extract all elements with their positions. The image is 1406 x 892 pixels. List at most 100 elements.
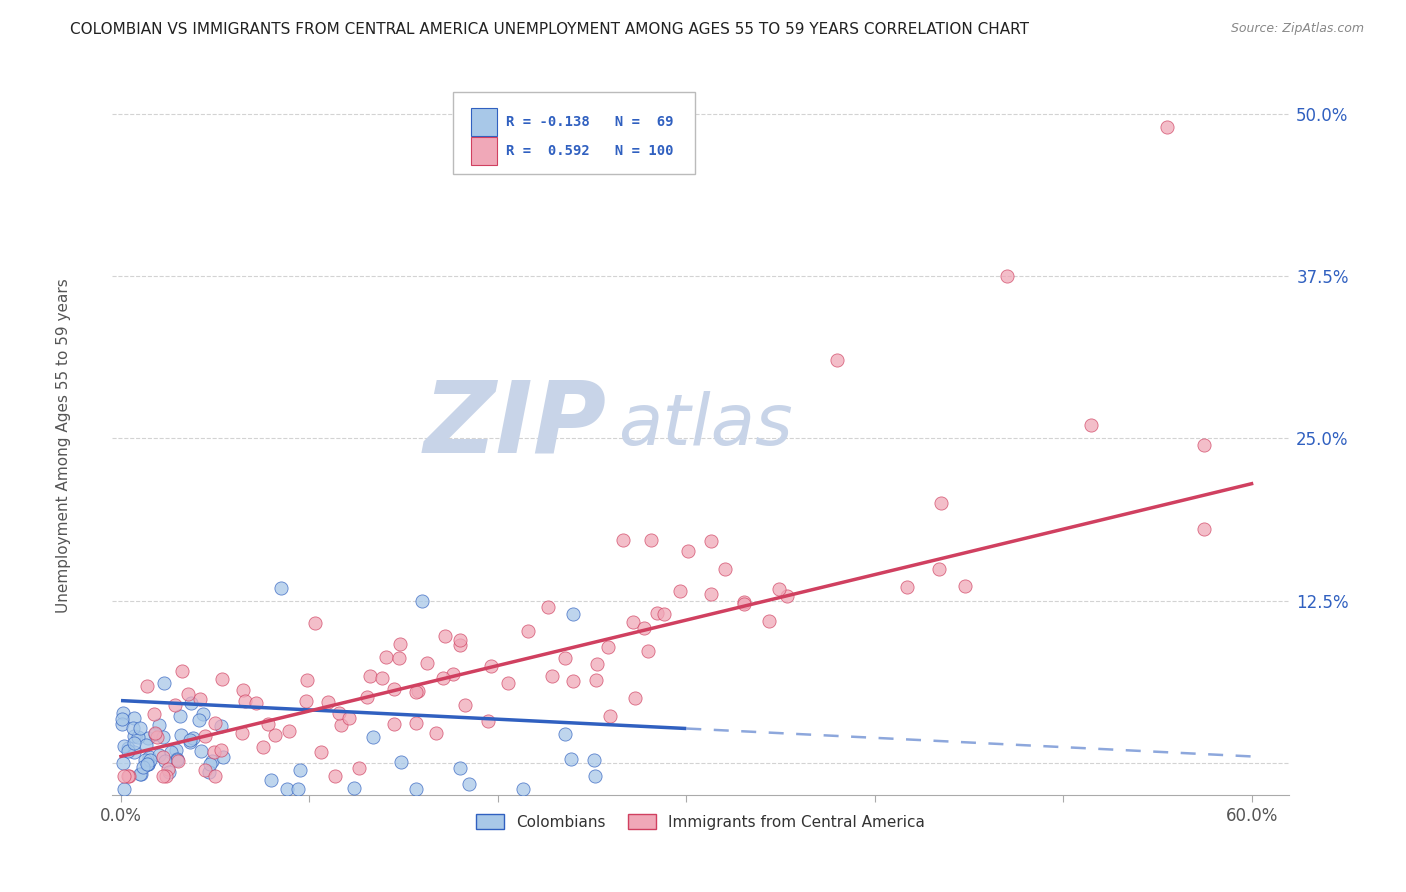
Point: [194, 764, 217, 778]
Point: [232, 683, 254, 698]
Point: [316, 695, 339, 709]
Point: [179, 732, 201, 747]
Point: [135, 739, 157, 753]
Point: [323, 769, 346, 783]
Point: [166, 752, 188, 766]
Point: [112, 769, 135, 783]
Point: [111, 706, 134, 720]
Point: [388, 650, 411, 665]
Point: [1194, 522, 1216, 536]
Point: [382, 682, 405, 697]
Point: [169, 708, 191, 723]
Point: [562, 674, 585, 689]
Point: [245, 697, 267, 711]
Point: [995, 268, 1018, 283]
Text: Unemployment Among Ages 55 to 59 years: Unemployment Among Ages 55 to 59 years: [56, 278, 70, 614]
Point: [599, 709, 621, 723]
FancyBboxPatch shape: [453, 92, 695, 174]
Point: [382, 716, 405, 731]
Point: [132, 760, 155, 774]
Point: [405, 685, 427, 699]
Point: [153, 676, 176, 690]
Point: [112, 739, 135, 753]
Point: [337, 711, 360, 725]
Point: [389, 637, 412, 651]
Point: [405, 781, 427, 796]
Point: [129, 767, 152, 781]
Point: [138, 757, 160, 772]
Point: [233, 694, 256, 708]
Point: [124, 736, 146, 750]
Point: [733, 597, 755, 611]
Point: [145, 730, 167, 744]
Point: [496, 676, 519, 690]
Point: [896, 580, 918, 594]
Point: [135, 679, 157, 693]
Point: [457, 777, 479, 791]
Point: [181, 731, 204, 745]
Point: [231, 726, 253, 740]
Point: [359, 669, 381, 683]
Point: [191, 707, 214, 722]
Point: [669, 584, 692, 599]
Point: [295, 694, 318, 708]
Point: [117, 744, 139, 758]
Point: [479, 658, 502, 673]
Point: [1156, 120, 1178, 134]
Point: [758, 614, 780, 628]
Point: [209, 719, 232, 733]
Point: [156, 762, 179, 776]
Point: [148, 717, 170, 731]
Point: [117, 769, 139, 783]
Point: [136, 731, 159, 745]
Point: [329, 717, 352, 731]
Point: [540, 668, 562, 682]
Point: [112, 781, 135, 796]
Point: [190, 743, 212, 757]
Point: [129, 766, 152, 780]
Point: [129, 721, 152, 735]
Point: [598, 640, 620, 655]
Point: [276, 781, 298, 796]
Point: [138, 753, 160, 767]
Point: [288, 764, 311, 778]
Point: [166, 753, 188, 767]
Point: [612, 533, 634, 548]
Point: [347, 761, 370, 775]
Point: [143, 706, 166, 721]
Point: [304, 616, 326, 631]
Point: [640, 533, 662, 548]
Point: [637, 643, 659, 657]
Point: [111, 756, 134, 770]
Text: R = -0.138   N =  69: R = -0.138 N = 69: [506, 115, 673, 128]
Point: [374, 649, 396, 664]
Point: [117, 740, 139, 755]
Point: [624, 690, 647, 705]
Point: [768, 582, 790, 596]
Point: [287, 781, 309, 796]
Point: [678, 544, 700, 558]
Point: [122, 711, 145, 725]
Point: [180, 697, 202, 711]
Point: [179, 735, 201, 749]
Point: [204, 769, 226, 783]
Point: [477, 714, 499, 728]
Point: [434, 629, 457, 643]
Text: R =  0.592   N = 100: R = 0.592 N = 100: [506, 145, 673, 159]
Point: [928, 561, 950, 575]
Point: [714, 561, 737, 575]
Point: [405, 716, 427, 731]
Point: [153, 754, 176, 768]
Point: [278, 723, 301, 738]
Point: [160, 745, 183, 759]
Point: [560, 752, 582, 766]
Point: [554, 727, 576, 741]
Point: [953, 579, 976, 593]
Point: [204, 716, 226, 731]
Point: [111, 716, 134, 731]
Bar: [471, 137, 496, 165]
Point: [201, 754, 224, 768]
Text: atlas: atlas: [619, 391, 793, 459]
Point: [700, 587, 723, 601]
Point: [143, 725, 166, 739]
